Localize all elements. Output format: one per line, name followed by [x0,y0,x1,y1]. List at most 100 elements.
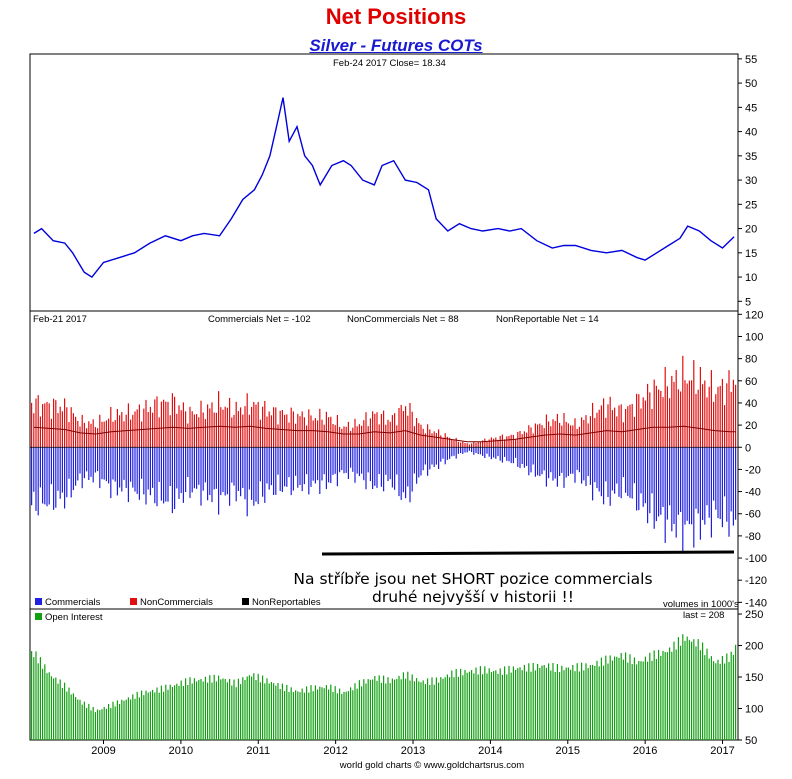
commercials-bar [191,447,193,493]
open-interest-bar [413,681,415,740]
open-interest-bar [209,675,211,740]
noncommercials-bar [57,413,59,448]
noncommercials-bar [187,423,189,448]
oi-ytick-label: 150 [745,672,763,684]
commercials-bar [651,447,653,494]
commercials-bar [306,447,308,475]
open-interest-bar [345,691,347,740]
noncommercials-bar [726,383,728,448]
open-interest-bar [99,710,101,740]
noncommercials-bar [200,400,202,448]
commercials-bar [435,447,437,465]
noncommercials-bar [127,403,129,448]
open-interest-bar [204,676,206,740]
noncommercials-bar [460,442,462,448]
noncommercials-bar [567,423,569,448]
open-interest-bar [378,675,380,740]
noncommercials-bar [420,424,422,448]
commercials-bar [464,447,466,453]
open-interest-bar [715,663,717,740]
noncommercials-bar [644,400,646,448]
noncommercials-bar [603,398,605,448]
open-interest-bar [363,679,365,740]
noncommercials-bar [270,415,272,448]
legend-top-noncommercials: NonCommercials Net = 88 [347,314,459,325]
open-interest-bar [218,675,220,740]
commercials-bar [462,447,464,454]
open-interest-bar [594,666,596,740]
commercials-bar [666,447,668,520]
open-interest-bar [248,675,250,740]
noncommercials-bar [356,426,358,448]
open-interest-bar [323,688,325,740]
commercials-bar [548,447,550,479]
commercials-bar [675,447,677,538]
commercials-bar [297,447,299,488]
commercials-bar [145,447,147,505]
noncommercials-bar [633,416,635,448]
commercials-bar [537,447,539,476]
open-interest-bar [86,708,88,740]
commercials-bar [660,447,662,515]
noncommercials-bar [314,418,316,448]
open-interest-bar [438,682,440,740]
noncommercials-bar [319,408,321,448]
open-interest-bar [706,648,708,740]
open-interest-bar [224,679,226,740]
commercials-bar [471,447,473,453]
noncommercials-bar [323,424,325,448]
open-interest-bar [123,700,125,740]
open-interest-bar [189,677,191,740]
open-interest-bar [658,650,660,740]
x-tick-label: 2012 [323,745,347,757]
open-interest-bar [523,664,525,740]
noncommercials-bar [308,409,310,448]
commercials-bar [358,447,360,477]
open-interest-bar [79,699,81,740]
open-interest-bar [446,674,448,740]
noncommercials-bar [541,425,543,448]
legend-swatch-noncommercials [130,598,137,605]
noncommercials-bar [176,413,178,448]
open-interest-bar [647,661,649,740]
commercials-bar [493,447,495,458]
noncommercials-bar [136,409,138,448]
open-interest-bar [314,685,316,740]
open-interest-bar [121,699,123,740]
open-interest-bar [695,646,697,740]
commercials-bar [625,447,627,493]
open-interest-bar [497,673,499,740]
commercials-bar [345,447,347,473]
commercials-bar [198,447,200,485]
commercials-bar [704,447,706,525]
noncommercials-bar [666,386,668,448]
commercials-bar [343,447,345,474]
commercials-bar [539,447,541,477]
commercials-bar [693,447,695,548]
open-interest-bar [312,691,314,740]
commercials-bar [182,447,184,503]
commercials-bar [721,447,723,528]
noncommercials-bar [35,398,37,448]
commercials-bar [99,447,101,489]
open-interest-bar [350,687,352,740]
commercials-bar [105,447,107,482]
commercials-bar [506,447,508,461]
noncommercials-bar [266,416,268,448]
noncommercials-bar [145,399,147,448]
noncommercials-bar [134,411,136,448]
commercials-bar [55,447,57,508]
open-interest-bar [385,683,387,740]
open-interest-bar [699,650,701,740]
noncommercials-bar [706,397,708,448]
noncommercials-bar [152,412,154,448]
net-ytick-label: -100 [745,553,767,565]
open-interest-bar [259,682,261,740]
commercials-bar [119,447,121,488]
commercials-bar [519,447,521,469]
commercials-bar [664,447,666,543]
open-interest-bar [638,661,640,740]
commercials-bar [83,447,85,479]
open-interest-bar [156,687,158,740]
commercials-bar [653,447,655,529]
